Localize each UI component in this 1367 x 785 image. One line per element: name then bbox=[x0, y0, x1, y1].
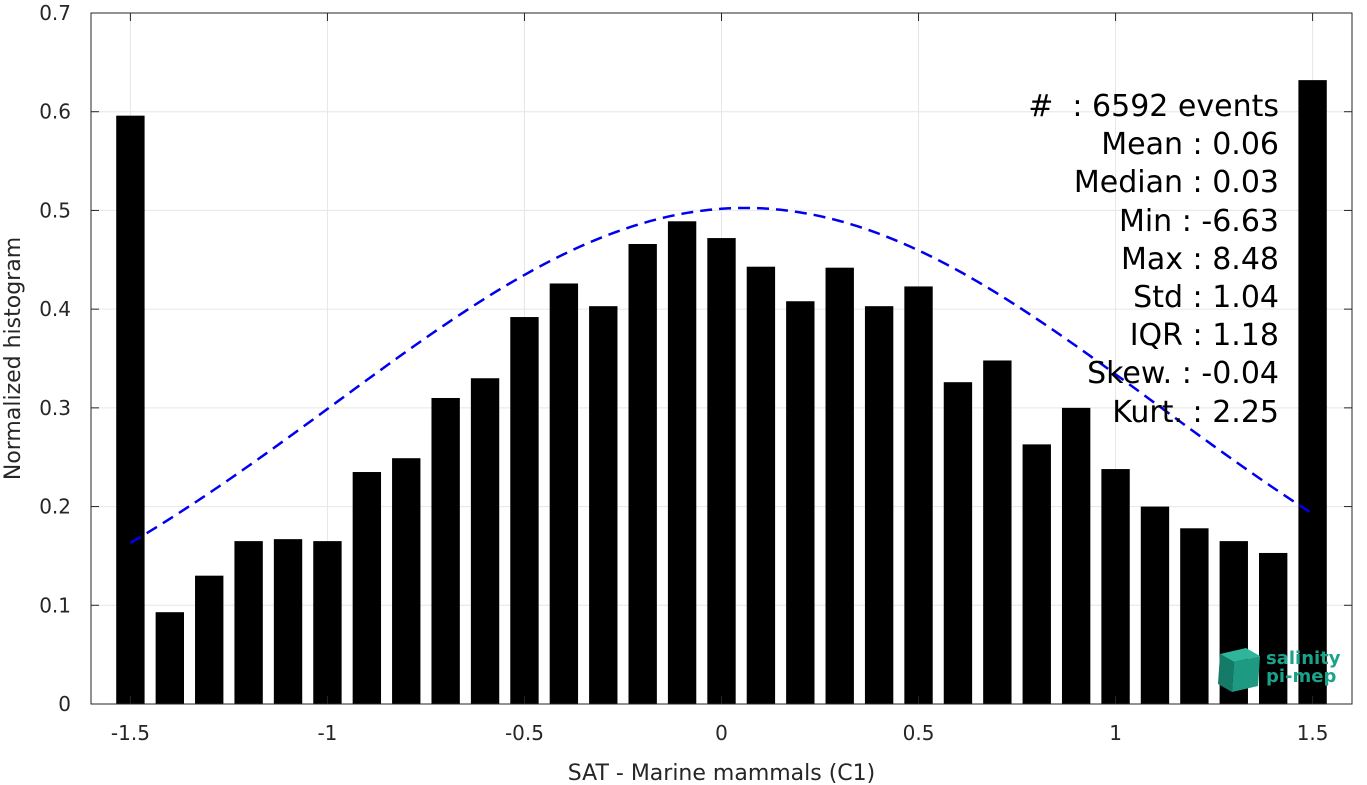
histogram-bar bbox=[707, 238, 736, 704]
histogram-bar bbox=[628, 243, 657, 704]
stat-iqr: IQR : 1.18 bbox=[1129, 318, 1279, 354]
y-tick-label: 0.1 bbox=[39, 593, 71, 617]
x-tick-label: -0.5 bbox=[505, 721, 544, 745]
x-tick-label: 0.5 bbox=[903, 721, 935, 745]
x-tick-label: -1 bbox=[317, 721, 337, 745]
x-tick-label: 1 bbox=[1109, 721, 1122, 745]
axis-ticks: -1.5 -1 -0.5 0 0.5 1 1.5 0 0.1 0.2 0.3 0.4 0.5 0.6 0.7 bbox=[39, 1, 1352, 745]
histogram-bar bbox=[1101, 469, 1130, 704]
histogram-bar bbox=[943, 382, 973, 704]
cube-logo-icon bbox=[1218, 648, 1260, 692]
stat-count: # : 6592 events bbox=[1028, 89, 1279, 124]
histogram-bar bbox=[352, 472, 382, 704]
histogram-bar bbox=[1259, 552, 1288, 704]
histogram-bar bbox=[786, 301, 815, 704]
stat-skew: Skew. : -0.04 bbox=[1087, 356, 1279, 392]
y-tick-label: 0.5 bbox=[39, 198, 71, 222]
y-tick-label: 0.6 bbox=[39, 100, 71, 124]
histogram-bar bbox=[1061, 407, 1091, 704]
x-tick-label: 1.5 bbox=[1297, 721, 1329, 745]
histogram-bar bbox=[273, 539, 303, 704]
x-tick-label: 0 bbox=[715, 721, 728, 745]
stat-max: Max : 8.48 bbox=[1121, 241, 1279, 277]
histogram-bar bbox=[155, 612, 184, 704]
y-tick-label: 0.4 bbox=[39, 297, 71, 321]
histogram-bar bbox=[234, 541, 263, 704]
histogram-bars bbox=[116, 80, 1327, 705]
y-tick-label: 0 bbox=[58, 692, 71, 716]
histogram-bar bbox=[983, 360, 1012, 704]
histogram-bar bbox=[904, 286, 933, 704]
logo-line-2: pi-mep bbox=[1266, 666, 1337, 687]
salinity-pimep-logo: salinity pi-mep bbox=[1216, 646, 1346, 694]
x-axis-label: SAT - Marine mammals (C1) bbox=[568, 761, 876, 785]
histogram-bar bbox=[825, 267, 854, 704]
y-axis-label: Normalized histogram bbox=[1, 237, 26, 480]
stat-kurt: Kurt. : 2.25 bbox=[1112, 394, 1279, 430]
y-tick-label: 0.7 bbox=[39, 1, 71, 25]
histogram-bar bbox=[116, 115, 145, 705]
stat-mean: Mean : 0.06 bbox=[1101, 127, 1279, 163]
logo-line-1: salinity bbox=[1266, 648, 1341, 669]
histogram-bar bbox=[1140, 506, 1170, 704]
histogram-bar bbox=[431, 397, 460, 704]
histogram-bar bbox=[1298, 80, 1327, 704]
stat-median: Median : 0.03 bbox=[1073, 165, 1279, 201]
histogram-bar bbox=[549, 283, 579, 704]
histogram-bar bbox=[746, 266, 776, 704]
histogram-bar bbox=[510, 317, 539, 704]
histogram-bar bbox=[313, 541, 342, 704]
stat-min: Min : -6.63 bbox=[1118, 203, 1279, 239]
histogram-bar bbox=[864, 306, 894, 704]
histogram-bar bbox=[195, 575, 224, 704]
y-tick-label: 0.2 bbox=[39, 495, 71, 519]
statistics-box: # : 6592 events Mean : 0.06 Median : 0.0… bbox=[1028, 88, 1279, 432]
histogram-bar bbox=[392, 458, 421, 704]
histogram-bar bbox=[1180, 528, 1209, 704]
logo-text: salinity pi-mep bbox=[1266, 650, 1341, 686]
histogram-bar bbox=[667, 221, 697, 704]
histogram-bar bbox=[589, 306, 618, 704]
normal-fit-curve bbox=[129, 206, 1314, 545]
y-tick-label: 0.3 bbox=[39, 396, 71, 420]
stat-std: Std : 1.04 bbox=[1133, 280, 1279, 316]
histogram-bar bbox=[1022, 444, 1051, 704]
histogram-bar bbox=[470, 378, 500, 704]
x-tick-label: -1.5 bbox=[111, 721, 150, 745]
